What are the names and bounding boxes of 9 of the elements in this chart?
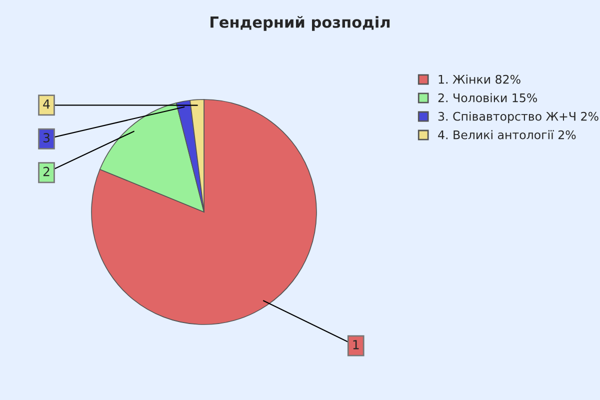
legend-label: 2. Чоловіки 15% xyxy=(438,93,537,102)
legend-label: 3. Співавторство Ж+Ч 2% xyxy=(438,112,598,124)
text: 3 xyxy=(43,133,50,142)
chart-title: Гендерний розподіл xyxy=(210,16,390,31)
text: 4 xyxy=(43,99,50,109)
text: 1 xyxy=(353,340,359,350)
legend-label: 1. Жінки 82% xyxy=(438,74,520,84)
text: 2 xyxy=(43,166,50,176)
legend-label: 4. Великі антології 2% xyxy=(438,130,576,140)
